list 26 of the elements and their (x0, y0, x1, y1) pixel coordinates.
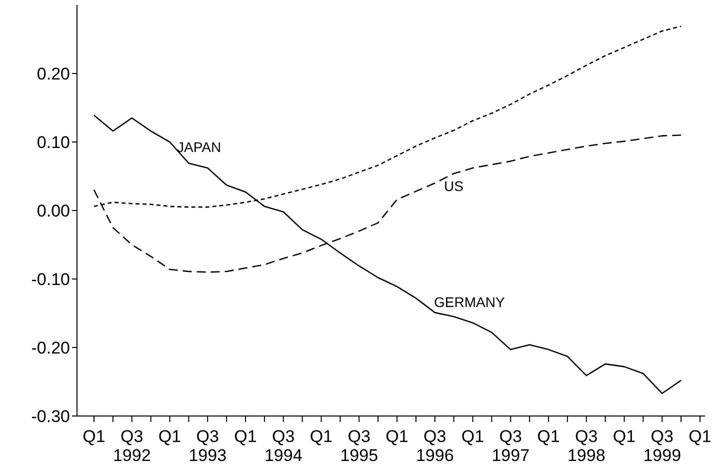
x-tick-label: Q1 (461, 427, 484, 446)
y-tick-label: -0.20 (31, 338, 70, 358)
x-tick-label: Q3 1996 (416, 427, 454, 465)
x-tick-label: Q1 (612, 427, 636, 446)
x-tick-label: Q3 1993 (188, 427, 227, 465)
x-tick-label: Q3 1995 (340, 427, 378, 465)
x-tick-label: Q3 1992 (112, 427, 151, 465)
y-tick-label: 0.20 (36, 64, 70, 84)
x-tick-label: Q1 (688, 427, 712, 446)
x-tick-label: Q3 1998 (567, 427, 606, 465)
x-tick-label: Q1 (386, 427, 408, 446)
annotation: JAPAN (177, 138, 222, 156)
x-tick-label: Q1 (158, 427, 182, 446)
y-tick-label: 0.00 (36, 202, 70, 221)
y-tick-label: -0.30 (31, 407, 70, 426)
x-tick-label: Q3 1997 (492, 427, 530, 465)
y-tick-label: -0.10 (31, 270, 70, 290)
x-tick-label: Q1 (537, 427, 560, 446)
annotation: US (444, 177, 464, 195)
x-tick-label: Q3 1994 (264, 427, 302, 465)
x-tick-label: Q1 (82, 427, 106, 446)
x-tick-label: Q1 (234, 427, 257, 446)
x-tick-label: Q3 1999 (643, 427, 682, 465)
x-tick-label: Q1 (310, 427, 333, 446)
y-tick-label: 0.10 (36, 133, 70, 152)
annotation: GERMANY (434, 293, 505, 311)
